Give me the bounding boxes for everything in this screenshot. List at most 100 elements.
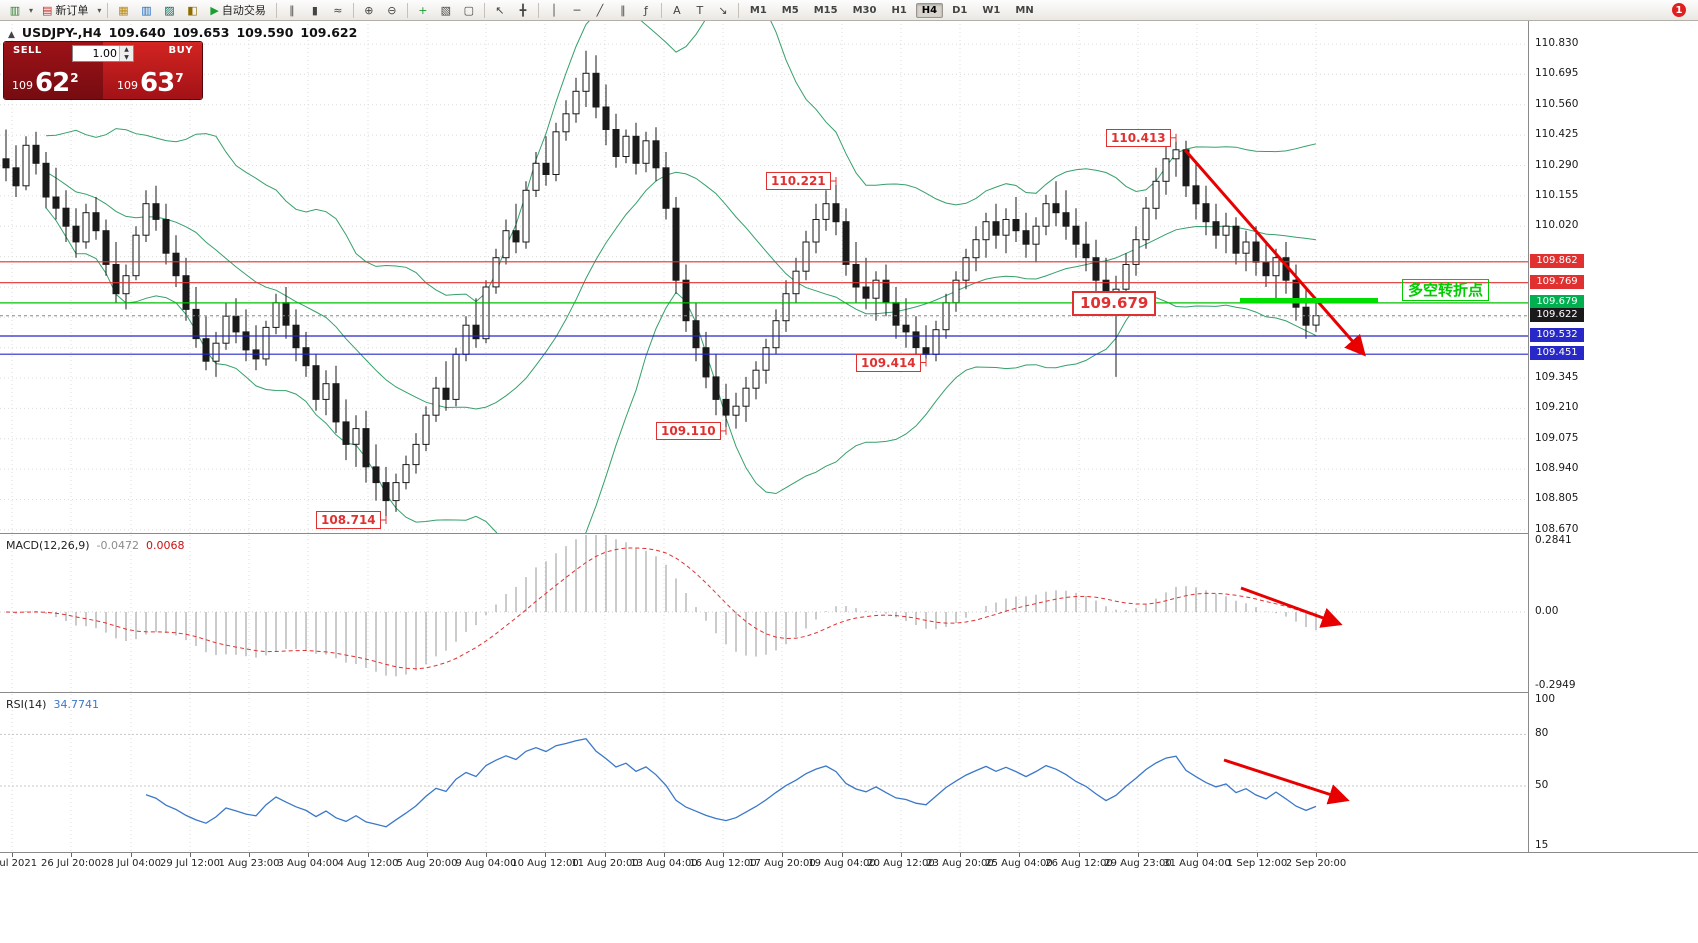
vertical-line-icon: │ [550, 3, 558, 17]
time-tick-label: 13 Aug 04:00 [630, 858, 698, 869]
panel-separator[interactable] [0, 533, 1698, 534]
time-tick-label: 26 Jul 20:00 [41, 858, 101, 869]
macd-main-value: -0.0472 [96, 539, 140, 552]
macd-grid [11, 535, 1317, 692]
price-annotation[interactable]: 109.414 [856, 353, 921, 372]
arrows-button[interactable]: ↘ [712, 1, 734, 20]
data-window-button[interactable]: ▨ [158, 1, 180, 20]
buy-button[interactable]: BUY 109 63 7 [103, 42, 202, 99]
price-annotation[interactable]: 108.714 [316, 510, 381, 529]
price-tick-label: 109.210 [1535, 401, 1579, 414]
horizontal-line-button[interactable]: ─ [566, 1, 588, 20]
autotrading-icon: ▶ [210, 3, 219, 17]
price-tag: 109.769 [1530, 274, 1584, 289]
crosshair-button[interactable]: ╋ [512, 1, 534, 20]
timeframe-button-h4[interactable]: H4 [915, 2, 944, 18]
new-order-button[interactable]: ▤ 新订单 [36, 1, 94, 20]
macd-tick-label: 0.2841 [1535, 534, 1572, 546]
templates-button[interactable]: ▢ [458, 1, 480, 20]
candlestick-chart-button[interactable]: ▮ [304, 1, 326, 20]
timeframe-button-m5[interactable]: M5 [781, 4, 799, 16]
time-tick-mark [427, 853, 428, 857]
market-watch-button[interactable]: ▥ [135, 1, 157, 20]
macd-signal-value: 0.0068 [146, 539, 185, 552]
time-tick-label: 5 Aug 20:00 [396, 858, 458, 869]
price-tag: 109.532 [1530, 327, 1584, 342]
new-chart-icon: ▥ [9, 3, 21, 17]
chart-profiles-icon: ▦ [118, 3, 129, 17]
dropdown-caret-icon[interactable]: ▾ [28, 5, 33, 15]
sell-button[interactable]: SELL 109 62 2 [4, 42, 103, 99]
time-tick-mark [1257, 853, 1258, 857]
timeframe-button-d1[interactable]: D1 [952, 4, 968, 16]
cursor-button[interactable]: ↖ [489, 1, 511, 20]
trendline-button[interactable]: ╱ [589, 1, 611, 20]
toolbar-separator [275, 2, 277, 18]
macd-tick-label: -0.2949 [1535, 679, 1576, 691]
zoom-out-button[interactable]: ⊖ [381, 1, 403, 20]
time-tick-label: 4 Aug 12:00 [337, 858, 399, 869]
zoom-in-button[interactable]: ⊕ [358, 1, 380, 20]
dropdown-caret-icon[interactable]: ▾ [97, 5, 102, 15]
periods-button[interactable]: ▧ [435, 1, 457, 20]
time-tick-mark [486, 853, 487, 857]
new-chart-button[interactable]: ▥ [4, 1, 26, 20]
price-annotation[interactable]: 110.221 [766, 172, 831, 191]
macd-panel[interactable] [0, 535, 1528, 692]
volume-decrease-button[interactable]: ▼ [120, 53, 133, 61]
price-tick-label: 110.020 [1535, 219, 1579, 232]
price-tick-label: 110.290 [1535, 158, 1579, 171]
volume-input[interactable] [73, 46, 119, 61]
time-tick-label: 16 Aug 12:00 [689, 858, 757, 869]
channel-button[interactable]: ∥ [612, 1, 634, 20]
price-tick-label: 109.075 [1535, 431, 1579, 444]
rsi-tick-label: 50 [1535, 779, 1549, 791]
time-tick-label: 9 Aug 04:00 [455, 858, 517, 869]
price-axis[interactable]: 110.830 110.695 110.560 110.425 110.290 110.1… [1528, 20, 1698, 852]
price-annotation[interactable]: 109.110 [656, 421, 721, 440]
navigator-button[interactable]: ◧ [181, 1, 203, 20]
price-tag: 109.679 [1530, 294, 1584, 309]
macd-title: MACD(12,26,9) [6, 539, 90, 552]
buy-price-big: 63 [140, 68, 175, 98]
volume-increase-button[interactable]: ▲ [120, 46, 133, 54]
price-tick-label: 110.560 [1535, 97, 1579, 110]
chart-profiles-button[interactable]: ▦ [112, 1, 134, 20]
text-label-button[interactable]: T [689, 1, 711, 20]
autotrading-button[interactable]: ▶ 自动交易 [204, 1, 271, 20]
rsi-title: RSI(14) [6, 698, 47, 711]
price-annotation[interactable]: 109.679 [1072, 290, 1157, 316]
price-chart[interactable] [0, 20, 1528, 533]
text-button[interactable]: A [666, 1, 688, 20]
timeframe-button-w1[interactable]: W1 [982, 4, 1001, 16]
volume-spinner: ▲ ▼ [119, 46, 133, 61]
time-tick-mark [664, 853, 665, 857]
periods-icon: ▧ [440, 3, 452, 17]
vertical-line-button[interactable]: │ [543, 1, 565, 20]
timeframe-button-m15[interactable]: M15 [813, 4, 838, 16]
indicators-button[interactable]: + [412, 1, 434, 20]
data-window-icon: ▨ [164, 3, 175, 17]
time-tick-mark [960, 853, 961, 857]
toolbar-separator [483, 2, 485, 18]
timeframe-button-h1[interactable]: H1 [891, 4, 907, 16]
timeframe-button-mn[interactable]: MN [1015, 4, 1034, 16]
line-chart-button[interactable]: ≈ [327, 1, 349, 20]
bar-chart-button[interactable]: ∥ [281, 1, 303, 20]
macd-histogram [15, 535, 1317, 677]
time-tick-mark [308, 853, 309, 857]
text-label-icon: T [696, 3, 704, 17]
rsi-panel[interactable] [0, 694, 1528, 852]
timeframe-button-m30[interactable]: M30 [852, 4, 877, 16]
timeframe-button-m1[interactable]: M1 [749, 4, 767, 16]
price-annotation[interactable]: 110.413 [1106, 128, 1171, 147]
time-tick-mark [12, 853, 13, 857]
price-tick-label: 109.345 [1535, 371, 1579, 384]
sell-price-pip: 2 [70, 71, 79, 85]
time-tick-mark [1079, 853, 1080, 857]
panel-separator[interactable] [0, 692, 1698, 693]
turning-point-label[interactable]: 多空转折点 [1402, 279, 1490, 301]
fibonacci-button[interactable]: ƒ [635, 1, 657, 20]
notification-badge[interactable]: 1 [1672, 3, 1686, 17]
